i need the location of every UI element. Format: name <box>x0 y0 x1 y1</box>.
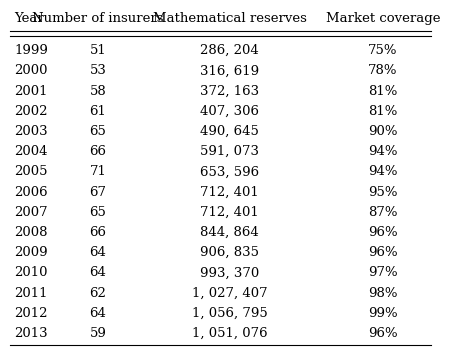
Text: 66: 66 <box>89 226 106 239</box>
Text: 490, 645: 490, 645 <box>200 125 259 138</box>
Text: 2003: 2003 <box>14 125 48 138</box>
Text: 59: 59 <box>89 327 106 340</box>
Text: 65: 65 <box>89 125 106 138</box>
Text: 712, 401: 712, 401 <box>200 206 259 219</box>
Text: 1, 027, 407: 1, 027, 407 <box>192 287 267 300</box>
Text: 2008: 2008 <box>14 226 48 239</box>
Text: 2000: 2000 <box>14 64 48 77</box>
Text: 81%: 81% <box>368 84 398 98</box>
Text: 372, 163: 372, 163 <box>200 84 259 98</box>
Text: 1, 051, 076: 1, 051, 076 <box>192 327 267 340</box>
Text: 96%: 96% <box>368 327 398 340</box>
Text: 90%: 90% <box>368 125 398 138</box>
Text: 2011: 2011 <box>14 287 48 300</box>
Text: 94%: 94% <box>368 145 398 158</box>
Text: 96%: 96% <box>368 226 398 239</box>
Text: 2009: 2009 <box>14 246 48 259</box>
Text: 2001: 2001 <box>14 84 48 98</box>
Text: 2007: 2007 <box>14 206 48 219</box>
Text: 1, 056, 795: 1, 056, 795 <box>192 307 267 320</box>
Text: 71: 71 <box>89 165 106 178</box>
Text: 99%: 99% <box>368 307 398 320</box>
Text: 66: 66 <box>89 145 106 158</box>
Text: 844, 864: 844, 864 <box>200 226 259 239</box>
Text: 2002: 2002 <box>14 105 48 118</box>
Text: 1999: 1999 <box>14 44 48 57</box>
Text: 2004: 2004 <box>14 145 48 158</box>
Text: 407, 306: 407, 306 <box>200 105 259 118</box>
Text: 2005: 2005 <box>14 165 48 178</box>
Text: 591, 073: 591, 073 <box>200 145 259 158</box>
Text: Number of insurers: Number of insurers <box>32 12 164 25</box>
Text: 67: 67 <box>89 186 106 199</box>
Text: 96%: 96% <box>368 246 398 259</box>
Text: 81%: 81% <box>368 105 398 118</box>
Text: 58: 58 <box>90 84 106 98</box>
Text: 653, 596: 653, 596 <box>200 165 259 178</box>
Text: 95%: 95% <box>368 186 398 199</box>
Text: 61: 61 <box>89 105 106 118</box>
Text: 78%: 78% <box>368 64 398 77</box>
Text: 2012: 2012 <box>14 307 48 320</box>
Text: Year: Year <box>14 12 44 25</box>
Text: 97%: 97% <box>368 266 398 279</box>
Text: 712, 401: 712, 401 <box>200 186 259 199</box>
Text: 87%: 87% <box>368 206 398 219</box>
Text: 51: 51 <box>90 44 106 57</box>
Text: 993, 370: 993, 370 <box>200 266 259 279</box>
Text: 94%: 94% <box>368 165 398 178</box>
Text: 2010: 2010 <box>14 266 48 279</box>
Text: 64: 64 <box>89 246 106 259</box>
Text: 65: 65 <box>89 206 106 219</box>
Text: 98%: 98% <box>368 287 398 300</box>
Text: 906, 835: 906, 835 <box>200 246 259 259</box>
Text: 64: 64 <box>89 307 106 320</box>
Text: 2013: 2013 <box>14 327 48 340</box>
Text: 62: 62 <box>89 287 106 300</box>
Text: Mathematical reserves: Mathematical reserves <box>153 12 306 25</box>
Text: 64: 64 <box>89 266 106 279</box>
Text: 75%: 75% <box>368 44 398 57</box>
Text: 2006: 2006 <box>14 186 48 199</box>
Text: 53: 53 <box>89 64 106 77</box>
Text: 286, 204: 286, 204 <box>200 44 259 57</box>
Text: 316, 619: 316, 619 <box>200 64 259 77</box>
Text: Market coverage: Market coverage <box>326 12 440 25</box>
